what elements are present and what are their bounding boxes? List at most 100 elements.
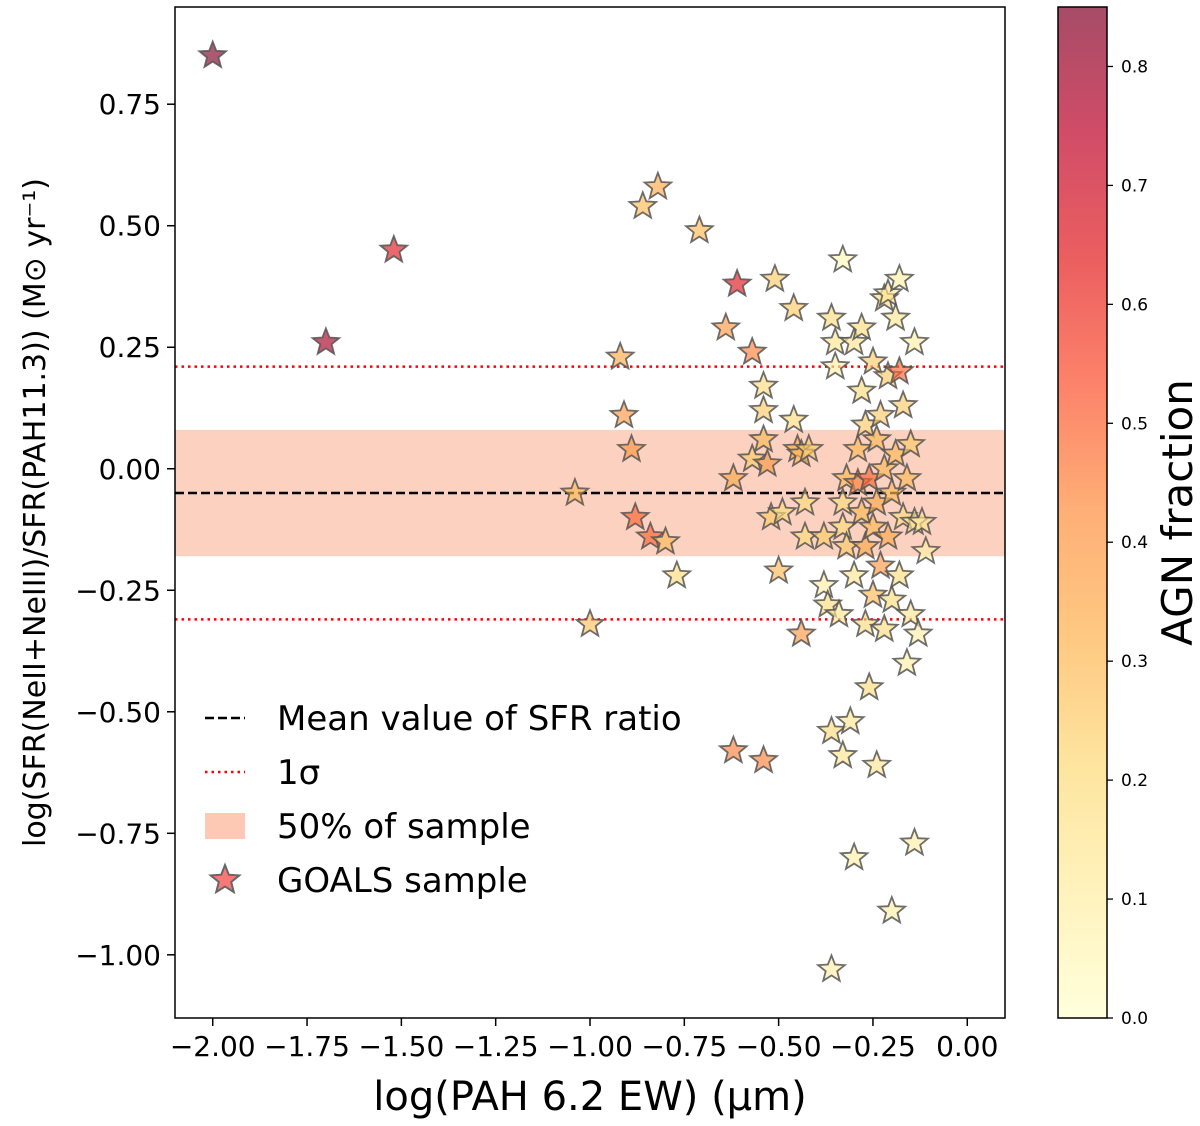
x-tick-label: −1.00 — [547, 1030, 633, 1063]
colorbar: 0.0 0.1 0.2 0.3 0.4 0.5 0.6 0.7 0.8 AGN fraction — [1057, 6, 1200, 1029]
data-point-53 — [834, 704, 866, 735]
data-point-100 — [910, 534, 942, 565]
data-point-67 — [857, 345, 889, 376]
data-point-6 — [608, 398, 640, 429]
data-point-77 — [868, 452, 900, 483]
data-point-28 — [762, 554, 795, 585]
data-point-2 — [378, 233, 410, 264]
data-point-60 — [845, 311, 878, 342]
data-point-47 — [827, 243, 859, 274]
colorbar-tick-label: 0.7 — [1121, 176, 1148, 196]
data-point-76 — [868, 612, 900, 643]
legend-entry-1: 1σ — [205, 753, 320, 793]
data-point-37 — [789, 486, 821, 517]
data-point-44 — [819, 350, 851, 381]
x-tick-label: −2.00 — [170, 1030, 256, 1063]
data-point-63 — [849, 529, 882, 560]
axes: −2.00 −1.75 −1.50 −1.25 −1.00 −0.75 −0.50 −0.25… — [18, 6, 1006, 1120]
data-point-81 — [876, 894, 908, 925]
data-point-38 — [808, 520, 840, 551]
data-point-84 — [879, 301, 912, 332]
data-point-94 — [895, 598, 927, 628]
colorbar-tick-label: 0.5 — [1121, 414, 1148, 434]
legend-label: 1σ — [277, 753, 320, 793]
data-point-78 — [872, 277, 904, 308]
data-point-34 — [785, 617, 817, 648]
legend-entry-0: Mean value of SFR ratio — [205, 699, 682, 739]
y-tick-label: −0.75 — [75, 817, 161, 850]
data-point-59 — [845, 374, 878, 405]
data-point-31 — [778, 403, 810, 434]
data-point-97 — [898, 325, 931, 356]
data-point-86 — [883, 262, 916, 293]
data-point-87 — [883, 559, 916, 590]
data-point-46 — [823, 598, 855, 628]
data-point-4 — [574, 607, 606, 638]
x-tick-label: −0.25 — [830, 1030, 916, 1063]
data-point-10 — [627, 189, 659, 220]
data-point-68 — [857, 510, 889, 541]
colorbar-label: AGN fraction — [1153, 379, 1200, 646]
data-point-24 — [747, 423, 780, 453]
data-point-8 — [619, 500, 651, 531]
legend-entry-2: 50% of sample — [205, 807, 531, 847]
data-point-36 — [793, 432, 825, 463]
data-point-9 — [634, 520, 667, 551]
data-point-26 — [759, 262, 791, 293]
legend-label: 50% of sample — [277, 807, 531, 847]
data-point-62 — [849, 607, 882, 638]
data-point-11 — [642, 170, 674, 201]
x-tick-label: −1.75 — [264, 1030, 350, 1063]
data-point-70 — [861, 748, 893, 779]
data-point-57 — [842, 432, 874, 463]
legend-label: Mean value of SFR ratio — [277, 699, 682, 739]
legend-swatch — [205, 813, 245, 839]
y-tick-label: 0.00 — [99, 453, 161, 486]
colorbar-gradient — [1057, 6, 1108, 1019]
data-point-99 — [906, 505, 938, 536]
data-point-39 — [808, 568, 840, 599]
data-point-45 — [815, 952, 848, 983]
data-point-22 — [747, 369, 780, 400]
x-tick-label: −0.50 — [736, 1030, 822, 1063]
data-point-55 — [838, 559, 870, 590]
data-point-93 — [895, 427, 927, 458]
data-point-83 — [876, 583, 908, 614]
data-point-18 — [717, 734, 750, 765]
data-point-23 — [747, 393, 780, 424]
y-tick-label: −0.50 — [75, 696, 161, 729]
data-point-7 — [615, 432, 648, 463]
x-tick-label: 0.00 — [936, 1030, 998, 1063]
x-tick-label: −0.75 — [641, 1030, 727, 1063]
y-tick-label: −1.00 — [75, 939, 161, 972]
legend: Mean value of SFR ratio 1σ 50% of sample GO… — [205, 699, 682, 901]
data-point-74 — [864, 398, 897, 429]
plot-area — [175, 39, 1005, 983]
x-tick-label: −1.50 — [358, 1030, 444, 1063]
colorbar-tick-label: 0.3 — [1121, 652, 1148, 672]
data-point-14 — [683, 214, 716, 244]
data-point-73 — [864, 549, 897, 580]
data-point-54 — [838, 841, 870, 871]
colorbar-tick-label: 0.4 — [1121, 533, 1148, 553]
data-point-92 — [891, 461, 923, 492]
data-point-19 — [736, 335, 768, 366]
data-point-41 — [815, 714, 848, 745]
data-point-88 — [883, 354, 916, 385]
colorbar-tick-label: 0.1 — [1121, 890, 1148, 910]
data-point-30 — [778, 291, 810, 322]
data-point-49 — [827, 486, 859, 517]
colorbar-tick-label: 0.6 — [1121, 295, 1148, 315]
legend-label: GOALS sample — [277, 861, 528, 901]
data-point-1 — [310, 325, 342, 356]
data-point-0 — [197, 39, 229, 69]
data-point-90 — [887, 389, 919, 419]
data-point-71 — [861, 423, 893, 453]
x-tick-label: −1.25 — [453, 1030, 539, 1063]
data-point-91 — [891, 646, 923, 677]
colorbar-tick-label: 0.0 — [1121, 1009, 1148, 1029]
colorbar-tick-label: 0.2 — [1121, 771, 1148, 791]
y-tick-label: 0.25 — [99, 331, 161, 364]
data-point-25 — [751, 447, 783, 478]
